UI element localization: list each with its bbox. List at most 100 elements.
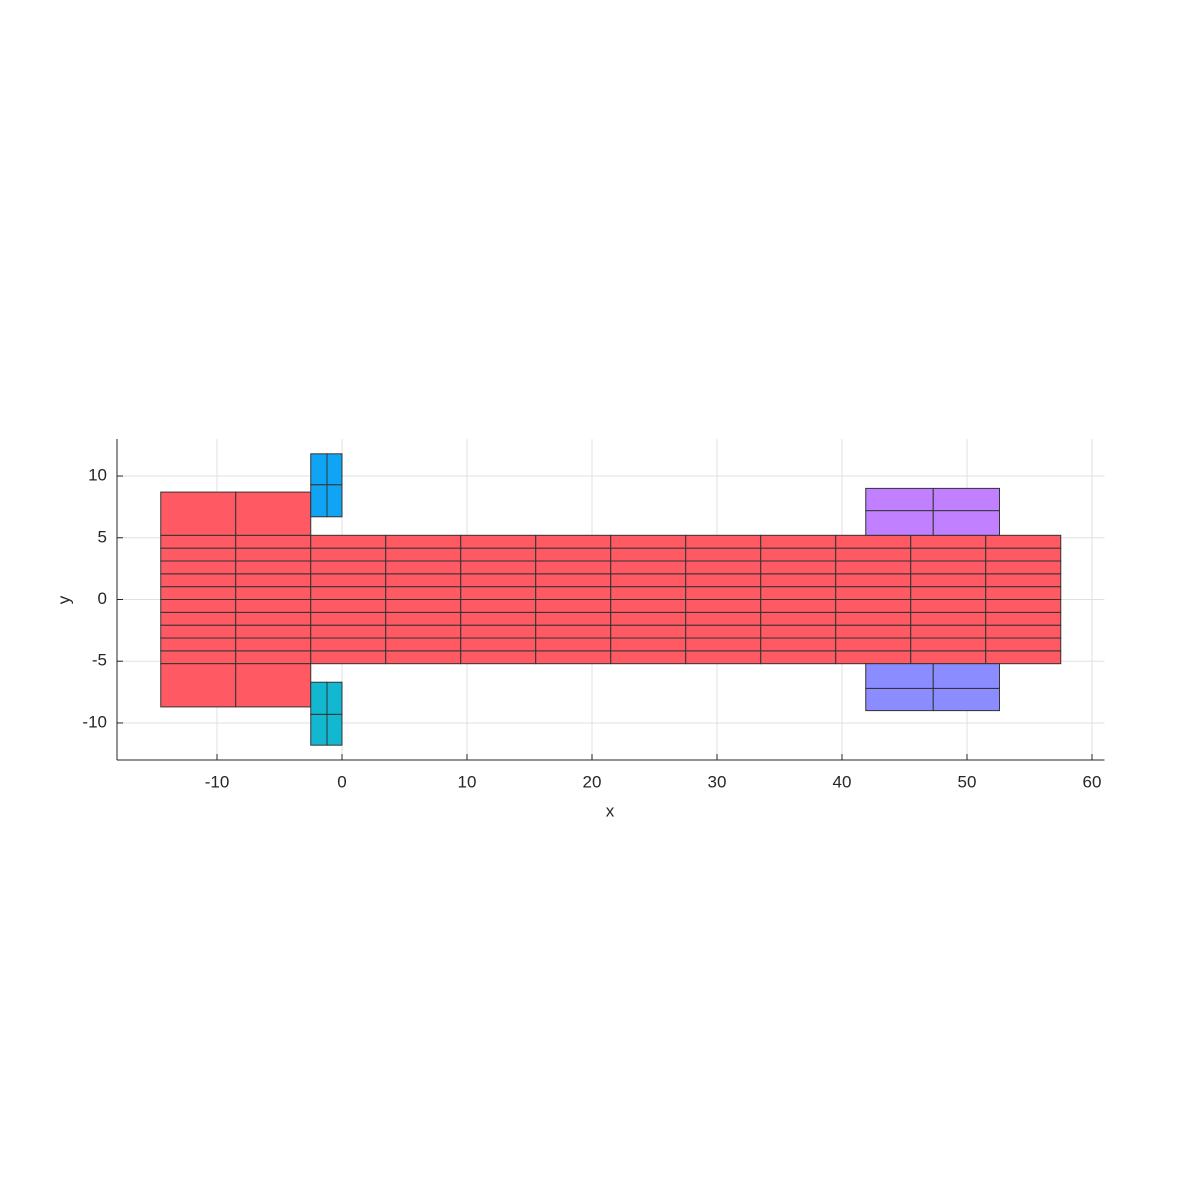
panel-cell — [685, 534, 762, 549]
panel-cell — [535, 650, 612, 665]
panel-cell — [760, 534, 837, 549]
panel-cell — [985, 611, 1062, 626]
panel-cell — [985, 573, 1062, 588]
panel-cell — [385, 650, 462, 665]
panel-cell — [310, 650, 387, 665]
panel-cell — [385, 586, 462, 600]
panel-cell — [685, 637, 762, 652]
panel-cell — [760, 624, 837, 639]
panel-cell — [310, 713, 328, 746]
panel-cell — [460, 534, 537, 549]
panel-cell — [535, 534, 612, 549]
x-tick-label: 20 — [583, 772, 602, 791]
panel-cell — [160, 637, 237, 652]
panel-cell — [535, 573, 612, 588]
panel-cell — [685, 573, 762, 588]
panel-cell — [685, 599, 762, 613]
panel-cell — [160, 599, 237, 613]
panel-cell — [610, 611, 687, 626]
panel-cell — [610, 560, 687, 575]
panel-cell — [865, 510, 934, 536]
panel-cell — [932, 487, 1000, 512]
panel-cell — [385, 534, 462, 549]
panel-cell — [235, 624, 312, 639]
panel-cell — [685, 624, 762, 639]
panel-cell — [160, 611, 237, 626]
panel-cell — [160, 547, 237, 562]
y-tick-label: 5 — [98, 527, 107, 546]
panel-cell — [535, 560, 612, 575]
panel-cell — [610, 573, 687, 588]
panel-cell — [910, 599, 987, 613]
panel-cell — [910, 611, 987, 626]
panel-cell — [932, 663, 1000, 689]
panel-cell — [985, 547, 1062, 562]
panel-cell — [865, 487, 934, 512]
panel-cell — [310, 637, 387, 652]
panel-cell — [985, 650, 1062, 665]
panel-cell — [760, 611, 837, 626]
panel-cell — [460, 650, 537, 665]
panel-cell — [310, 484, 328, 518]
panel-cell — [326, 484, 343, 518]
x-tick-label: 0 — [337, 772, 346, 791]
panel-cell — [610, 586, 687, 600]
panel-cell — [460, 624, 537, 639]
x-tick-label: 10 — [458, 772, 477, 791]
panel-cell — [910, 637, 987, 652]
panel-cell — [160, 663, 237, 708]
x-tick-label: 50 — [958, 772, 977, 791]
panel-cell — [610, 599, 687, 613]
panel-cell — [460, 637, 537, 652]
panel-cell — [460, 611, 537, 626]
panel-cell — [610, 534, 687, 549]
panel-cell — [385, 547, 462, 562]
panel-cell — [932, 510, 1000, 536]
panel-cell — [235, 663, 312, 708]
panel-cell — [760, 586, 837, 600]
panel-cell — [610, 547, 687, 562]
panel-cell — [910, 547, 987, 562]
panel-cell — [535, 547, 612, 562]
x-tick-label: 30 — [708, 772, 727, 791]
panel-cell — [460, 547, 537, 562]
panel-cell — [460, 560, 537, 575]
panel-cell — [235, 586, 312, 600]
panel-cell — [835, 650, 912, 665]
panel-cell — [160, 650, 237, 665]
panel-cell — [610, 624, 687, 639]
panel-cell — [460, 573, 537, 588]
panel-cell — [235, 599, 312, 613]
panel-cell — [760, 560, 837, 575]
panel-cell — [385, 573, 462, 588]
panel-cell — [910, 650, 987, 665]
y-tick-label: -5 — [92, 651, 107, 670]
panel-cell — [385, 611, 462, 626]
panel-cell — [760, 650, 837, 665]
panel-cell — [985, 624, 1062, 639]
panel-cell — [160, 534, 237, 549]
panel-cell — [385, 560, 462, 575]
panel-cell — [985, 534, 1062, 549]
panel-cell — [610, 650, 687, 665]
panel-cell — [835, 534, 912, 549]
panel-cell — [160, 491, 237, 536]
panel-cell — [235, 491, 312, 536]
panel-cell — [685, 650, 762, 665]
panel-cell — [835, 611, 912, 626]
panel-cell — [160, 560, 237, 575]
panel-cell — [760, 637, 837, 652]
panel-cell — [385, 599, 462, 613]
panel-cell — [835, 637, 912, 652]
panel-cell — [460, 599, 537, 613]
panel-cell — [535, 586, 612, 600]
panel-cell — [235, 573, 312, 588]
panel-cell — [310, 624, 387, 639]
panel-cell — [985, 560, 1062, 575]
panel-cell — [835, 560, 912, 575]
panel-cell — [235, 650, 312, 665]
panel-cell — [385, 637, 462, 652]
panel-cell — [235, 560, 312, 575]
panel-cell — [235, 534, 312, 549]
